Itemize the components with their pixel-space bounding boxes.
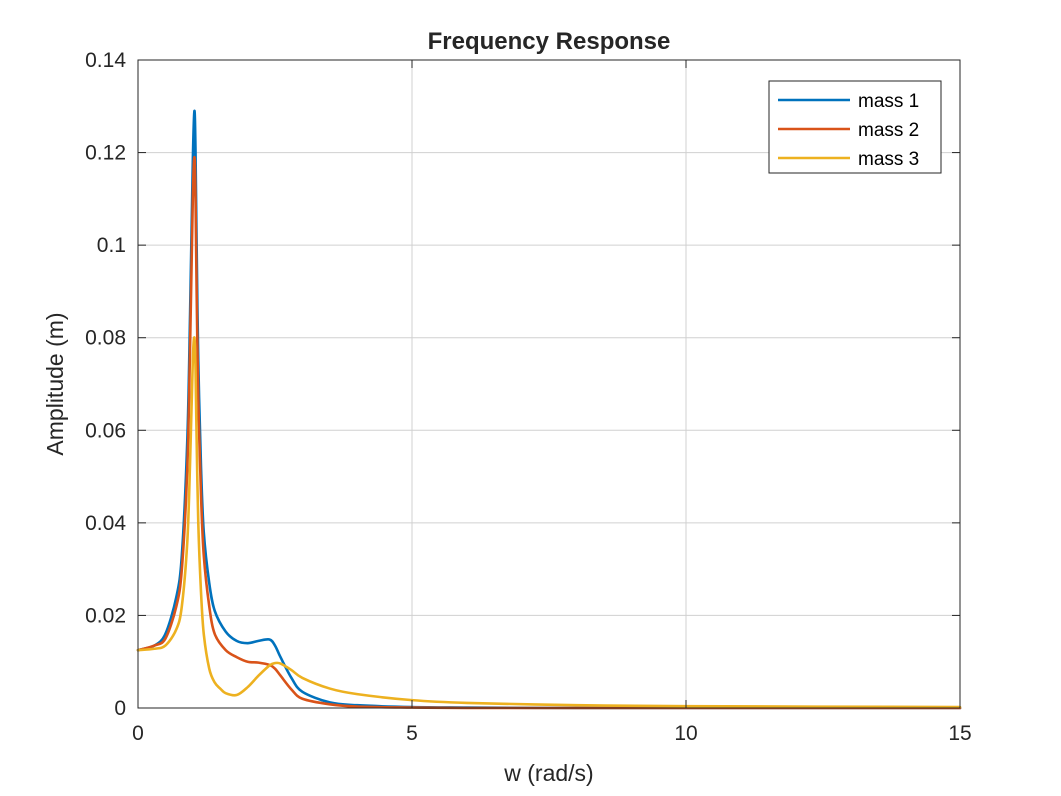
y-axis-label: Amplitude (m) — [42, 312, 68, 455]
y-tick-label: 0.12 — [85, 142, 126, 165]
series-layer — [136, 109, 962, 710]
y-tick-label: 0.02 — [85, 604, 126, 627]
tick-marks — [137, 59, 961, 709]
series-line-mass-2 — [136, 155, 962, 710]
y-tick-label: 0 — [114, 697, 126, 720]
x-tick-label: 5 — [406, 722, 418, 745]
y-tick-label: 0.14 — [85, 49, 126, 72]
legend-label-mass-2: mass 2 — [858, 120, 919, 141]
legend-label-mass-1: mass 1 — [858, 91, 919, 112]
y-tick-label: 0.1 — [97, 234, 126, 257]
axes-box — [137, 59, 961, 709]
y-tick-label: 0.04 — [85, 512, 126, 535]
y-tick-label: 0.06 — [85, 419, 126, 442]
x-tick-label: 0 — [132, 722, 144, 745]
y-tick-labels: 0 0.02 0.04 0.06 0.08 0.1 0.12 0.14 — [85, 49, 126, 720]
legend: mass 1 mass 2 mass 3 — [768, 80, 942, 174]
legend-entries: mass 1 mass 2 mass 3 — [778, 91, 919, 170]
series-line-mass-3 — [136, 336, 962, 709]
x-axis-label: w (rad/s) — [503, 760, 593, 786]
x-tick-label: 10 — [674, 722, 697, 745]
legend-label-mass-3: mass 3 — [858, 149, 919, 170]
x-tick-labels: 0 5 10 15 — [132, 722, 972, 745]
x-tick-label: 15 — [948, 722, 971, 745]
y-tick-label: 0.08 — [85, 327, 126, 350]
chart-title: Frequency Response — [428, 28, 671, 55]
